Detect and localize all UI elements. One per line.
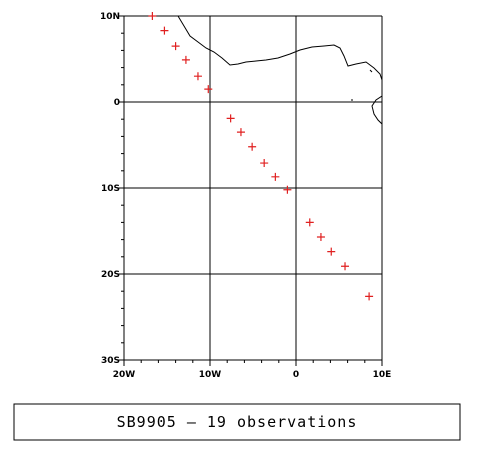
observation-marker bbox=[226, 114, 235, 123]
x-tick-label: 10E bbox=[373, 370, 392, 380]
observation-marker bbox=[305, 218, 314, 227]
y-tick-label: 10S bbox=[101, 184, 120, 194]
observation-marker bbox=[327, 247, 336, 256]
observation-marker bbox=[204, 85, 213, 94]
x-tick-label: 20W bbox=[113, 370, 136, 380]
observation-marker bbox=[260, 159, 269, 168]
observation-marker bbox=[181, 55, 190, 64]
observation-marker bbox=[236, 128, 245, 137]
observation-marker bbox=[160, 26, 169, 35]
observation-marker bbox=[316, 233, 325, 242]
title-box bbox=[13, 403, 461, 441]
y-tick-label: 0 bbox=[114, 98, 120, 108]
x-tick-label: 0 bbox=[293, 370, 299, 380]
observation-marker bbox=[193, 72, 202, 81]
map-title: SB9905 – 19 observations bbox=[117, 413, 358, 431]
y-tick-label: 10N bbox=[100, 12, 120, 22]
coastline bbox=[177, 15, 383, 125]
y-tick-label: 30S bbox=[101, 356, 120, 366]
observation-marker bbox=[171, 42, 180, 51]
x-tick-label: 10W bbox=[199, 370, 222, 380]
observation-marker bbox=[271, 172, 280, 181]
y-tick-label: 20S bbox=[101, 270, 120, 280]
observation-marker bbox=[283, 185, 292, 194]
observation-marker bbox=[148, 12, 157, 20]
observation-marker bbox=[341, 262, 350, 271]
observation-marker bbox=[365, 292, 374, 301]
observation-marker bbox=[248, 142, 257, 151]
